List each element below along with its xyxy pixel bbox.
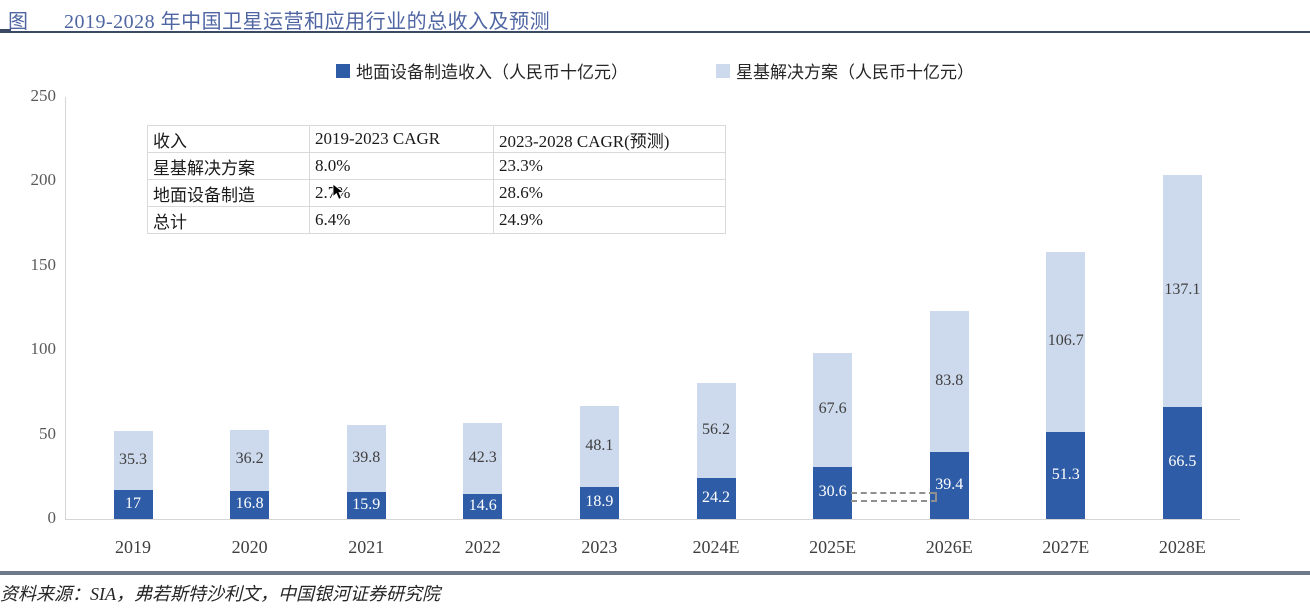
figure-tag: 图 <box>8 11 28 33</box>
table-cell: 28.6% <box>493 179 726 207</box>
table-cell: 8.0% <box>309 152 494 180</box>
legend-label: 星基解决方案（人民币十亿元） <box>736 63 974 82</box>
x-axis-label-2024E: 2024E <box>692 537 740 557</box>
table-row: 收入 2019-2023 CAGR 2023-2028 CAGR(预测) <box>147 125 726 153</box>
bar-segment-satellite-solutions-2028E <box>1162 175 1202 407</box>
x-axis-label-2023: 2023 <box>581 537 618 557</box>
y-tick-label: 100 <box>30 339 57 359</box>
bar-value-label: 14.6 <box>468 496 497 514</box>
y-axis-line <box>65 97 66 519</box>
bar-value-label: 67.6 <box>818 400 847 418</box>
bar-segment-satellite-solutions-2026E <box>929 311 969 453</box>
bar-segment-ground-equipment-2020 <box>230 490 270 519</box>
bar-value-label: 56.2 <box>702 420 730 438</box>
bar-value-label: 18.9 <box>585 493 614 511</box>
bar-value-label: 39.4 <box>935 475 964 493</box>
x-axis-line <box>65 519 1240 520</box>
table-row: 星基解决方案 8.0% 23.3% <box>147 152 726 180</box>
legend-label: 地面设备制造收入（人民币十亿元） <box>356 63 628 82</box>
x-axis-label-2026E: 2026E <box>925 537 973 557</box>
forecast-dashed-connector-end <box>935 492 937 502</box>
x-axis-label-2025E: 2025E <box>809 537 857 557</box>
forecast-dashed-connector-bottom <box>851 500 937 502</box>
header-divider <box>0 31 1310 33</box>
table-row: 总计 6.4% 24.9% <box>147 206 726 234</box>
footer-divider <box>0 571 1310 575</box>
table-cell: 收入 <box>147 125 310 153</box>
x-axis-label-2027E: 2027E <box>1042 537 1090 557</box>
bar-value-label: 137.1 <box>1164 281 1201 299</box>
table-cell: 总计 <box>147 206 310 234</box>
table-cell: 24.9% <box>493 206 726 234</box>
legend-item-ground-equipment: 地面设备制造收入（人民币十亿元） <box>336 58 628 83</box>
cagr-table: 收入 2019-2023 CAGR 2023-2028 CAGR(预测) 星基解决方案… <box>147 125 726 234</box>
bar-segment-ground-equipment-2024E <box>696 478 736 519</box>
bar-segment-satellite-solutions-2019 <box>113 430 153 491</box>
page-title: 2019-2028 年中国卫星运营和应用行业的总收入及预测 <box>64 11 551 33</box>
header-divider-tab <box>0 29 11 33</box>
figure-header: 图 2019-2028 年中国卫星运营和应用行业的总收入及预测 <box>0 2 1310 33</box>
table-cell: 2023-2028 CAGR(预测) <box>493 125 726 153</box>
x-axis-label-2022: 2022 <box>464 537 501 557</box>
bar-value-label: 42.3 <box>468 448 497 466</box>
bar-segment-ground-equipment-2019 <box>113 490 153 519</box>
bar-value-label: 36.2 <box>235 450 264 468</box>
bar-value-label: 39.8 <box>352 448 381 466</box>
mouse-cursor-icon <box>332 183 345 200</box>
bar-value-label: 83.8 <box>935 371 964 389</box>
table-cell: 6.4% <box>309 206 494 234</box>
bar-segment-satellite-solutions-2021 <box>346 424 386 493</box>
bar-segment-satellite-solutions-2027E <box>1046 252 1086 433</box>
bar-segment-satellite-solutions-2024E <box>696 383 736 479</box>
x-axis-label-2028E: 2028E <box>1158 537 1206 557</box>
legend-swatch-light-icon <box>716 63 730 78</box>
bar-segment-ground-equipment-2023 <box>579 487 619 519</box>
x-axis-label-2019: 2019 <box>115 537 151 557</box>
bar-value-label: 51.3 <box>1051 465 1080 483</box>
legend-item-satellite-solutions: 星基解决方案（人民币十亿元） <box>716 58 974 83</box>
bar-value-label: 106.7 <box>1047 332 1084 350</box>
bar-segment-ground-equipment-2022 <box>463 494 503 519</box>
bar-value-label: 17 <box>125 494 141 512</box>
table-cell: 2019-2023 CAGR <box>309 125 494 153</box>
bar-segment-satellite-solutions-2025E <box>813 353 853 468</box>
table-cell: 星基解决方案 <box>147 152 310 180</box>
bar-value-label: 66.5 <box>1168 452 1197 470</box>
y-tick-label: 50 <box>39 423 56 443</box>
bar-value-label: 15.9 <box>352 495 381 513</box>
legend-swatch-dark-icon <box>336 63 350 78</box>
y-tick-label: 250 <box>30 86 57 105</box>
x-axis-label-2020: 2020 <box>231 537 268 557</box>
y-tick-label: 200 <box>30 170 57 190</box>
chart-legend: 地面设备制造收入（人民币十亿元） 星基解决方案（人民币十亿元） <box>336 58 974 83</box>
bar-segment-ground-equipment-2021 <box>346 492 386 519</box>
bar-segment-ground-equipment-2028E <box>1162 406 1202 519</box>
source-note: 资料来源：SIA，弗若斯特沙利文，中国银河证券研究院 <box>0 584 440 604</box>
bar-value-label: 24.2 <box>702 488 730 506</box>
bar-segment-ground-equipment-2026E <box>929 452 969 519</box>
bar-value-label: 35.3 <box>119 450 147 468</box>
y-tick-label: 150 <box>30 254 57 274</box>
bar-value-label: 16.8 <box>235 494 264 512</box>
table-cell: 地面设备制造 <box>147 179 310 207</box>
bar-value-label: 30.6 <box>818 483 847 501</box>
bar-segment-satellite-solutions-2022 <box>463 422 503 495</box>
bar-value-label: 48.1 <box>585 436 614 454</box>
table-cell: 23.3% <box>493 152 726 180</box>
bar-segment-ground-equipment-2027E <box>1046 432 1086 519</box>
y-tick-label: 0 <box>47 508 57 527</box>
bar-segment-satellite-solutions-2023 <box>579 405 619 488</box>
bar-segment-ground-equipment-2025E <box>813 467 853 519</box>
bar-segment-satellite-solutions-2020 <box>230 429 270 491</box>
forecast-dashed-connector-top <box>851 492 935 494</box>
x-axis-label-2021: 2021 <box>348 537 385 557</box>
